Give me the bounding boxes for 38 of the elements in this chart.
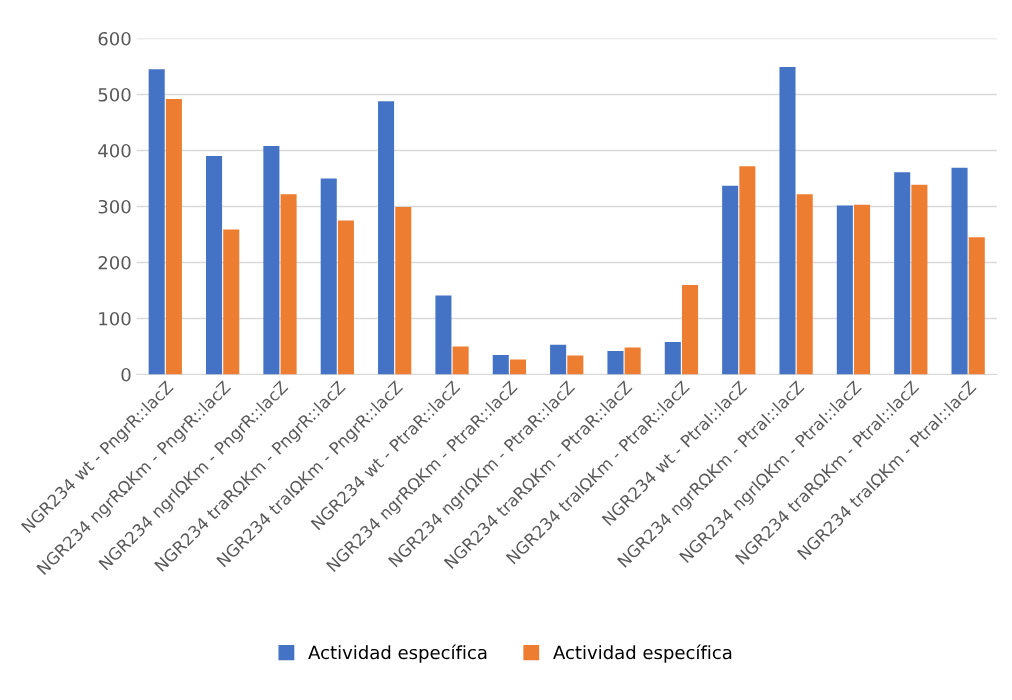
bar — [854, 204, 871, 375]
bar — [280, 194, 297, 375]
bar — [664, 342, 681, 375]
bar — [722, 185, 739, 375]
y-tick-label: 200 — [98, 255, 131, 270]
bar — [779, 67, 796, 375]
bar — [911, 184, 928, 375]
y-tick-label: 300 — [98, 199, 131, 214]
bar — [567, 355, 584, 375]
y-tick-label: 100 — [99, 311, 131, 326]
bar — [148, 69, 165, 375]
bar — [263, 146, 280, 375]
bar — [337, 220, 354, 375]
bar — [550, 344, 567, 375]
bar — [607, 350, 624, 375]
y-tick-label: 600 — [98, 31, 131, 46]
bar — [681, 284, 699, 375]
bar — [395, 207, 412, 375]
legend-label: Actividad específica — [553, 644, 732, 663]
bar — [624, 347, 641, 375]
bar — [320, 178, 337, 375]
bar — [165, 98, 182, 375]
bar — [435, 295, 452, 375]
bar — [968, 237, 985, 375]
bar — [378, 101, 395, 375]
bar — [509, 359, 526, 375]
y-tick-label: 0 — [121, 367, 131, 382]
legend-label: Actividad específica — [308, 644, 487, 663]
bar — [492, 354, 509, 375]
bar — [223, 229, 240, 375]
bar — [206, 156, 223, 375]
bar — [894, 172, 911, 375]
y-tick-label: 400 — [98, 143, 131, 158]
bar — [796, 194, 813, 375]
y-tick-label: 500 — [98, 87, 131, 102]
bar — [836, 205, 853, 375]
bar — [739, 166, 756, 375]
bar — [452, 346, 469, 375]
